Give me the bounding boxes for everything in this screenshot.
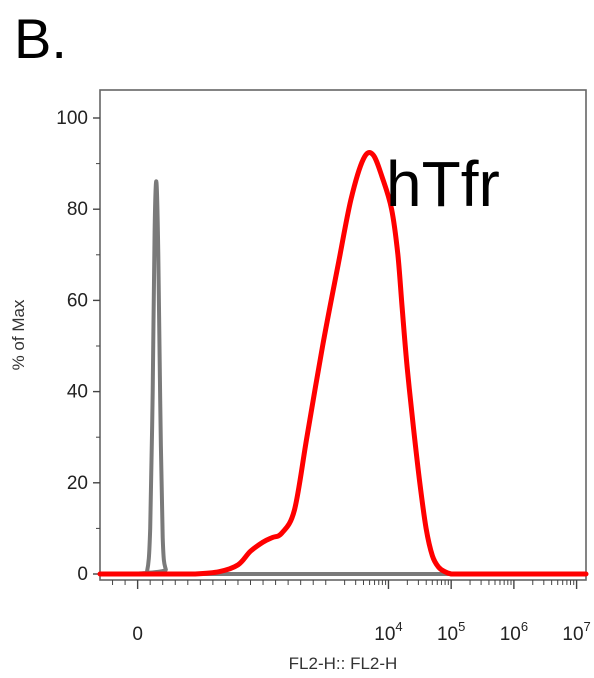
- x-tick-label-exponent: 7: [584, 619, 591, 634]
- chart-annotation: hTfr: [386, 148, 500, 220]
- plot-frame: [99, 89, 587, 581]
- y-tick-label: 0: [77, 564, 88, 585]
- x-axis: 0 104 105 106 107: [112, 580, 591, 645]
- x-tick-label-base: 10: [500, 624, 521, 645]
- x-tick-label: 106: [500, 619, 528, 645]
- y-tick-label: 40: [67, 382, 88, 403]
- x-tick-label: 0: [132, 624, 143, 645]
- y-tick-label: 60: [67, 290, 88, 311]
- series-layer: [97, 150, 589, 577]
- x-tick-label-base: 0: [132, 624, 143, 645]
- panel-label: B.: [14, 7, 67, 70]
- x-tick-label: 104: [374, 619, 402, 645]
- x-tick-label: 107: [562, 619, 590, 645]
- y-axis: 0 20 40 60 80 100: [56, 108, 100, 585]
- x-tick-label-exponent: 5: [458, 619, 465, 634]
- y-axis-label: % of Max: [9, 299, 28, 370]
- x-tick-label-base: 10: [374, 624, 395, 645]
- x-tick-label-base: 10: [562, 624, 583, 645]
- htfr-histogram-line: [97, 150, 589, 577]
- x-axis-label: FL2-H:: FL2-H: [289, 654, 398, 673]
- x-tick-label: 105: [437, 619, 465, 645]
- x-tick-label-exponent: 4: [395, 619, 402, 634]
- x-tick-label-base: 10: [437, 624, 458, 645]
- y-tick-label: 80: [67, 199, 88, 220]
- x-tick-label-exponent: 6: [521, 619, 528, 634]
- y-tick-label: 100: [56, 108, 88, 129]
- y-tick-label: 20: [67, 473, 88, 494]
